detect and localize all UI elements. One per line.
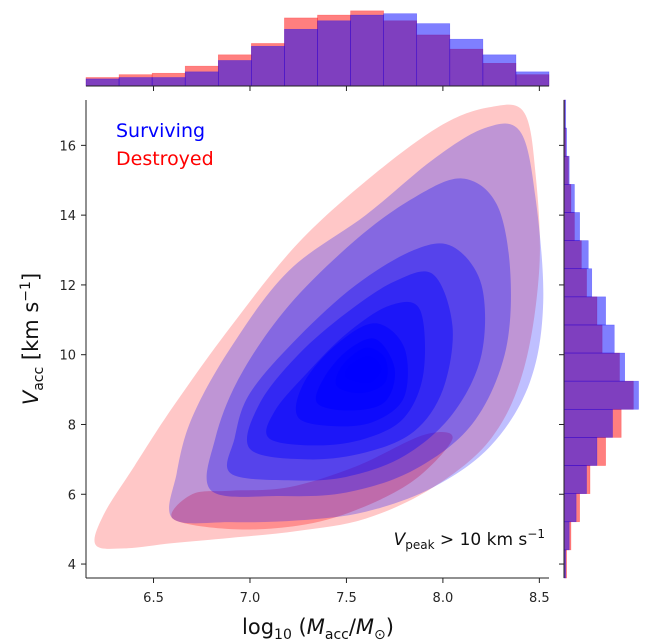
surviving-top-hist-bar [416, 23, 451, 87]
surviving-top-hist-bar [85, 78, 120, 87]
surviving-right-hist-bar [563, 184, 575, 213]
surviving-right-hist-bar [563, 352, 625, 382]
y-tick-label: 14 [59, 209, 76, 224]
surviving-kde-level-1 [169, 123, 544, 524]
plot-background [86, 100, 549, 578]
y-tick-label: 4 [68, 558, 76, 573]
surviving-top-hist-bar [251, 45, 285, 87]
x-tick-label: 6.5 [143, 591, 164, 606]
legend-surviving: Surviving [116, 120, 205, 142]
legend-destroyed: Destroyed [116, 148, 214, 170]
surviving-top-hist-bar [118, 77, 153, 87]
surviving-right-hist-bar [563, 324, 615, 354]
surviving-right-hist-bar [563, 240, 589, 270]
surviving-kde-level-9 [345, 356, 382, 383]
y-tick-label: 8 [68, 418, 76, 433]
x-axis-label: log10 (Macc/M⊙) [242, 615, 394, 643]
x-tick-label: 7.5 [336, 591, 357, 606]
y-tick-label: 10 [59, 349, 76, 364]
y-tick-label: 6 [68, 488, 76, 503]
y-tick-label: 16 [59, 139, 76, 154]
surviving-top-hist-bar [350, 14, 384, 87]
surviving-right-hist-bar [563, 493, 577, 523]
surviving-top-hist-bar [482, 54, 517, 87]
peak-velocity-annotation: Vpeak > 10 km s−1 [394, 527, 545, 552]
surviving-right-hist-bar [563, 437, 598, 466]
surviving-top-hist-bar [515, 71, 550, 87]
right-marginal-histogram [559, 99, 639, 579]
surviving-right-hist-bar [563, 408, 613, 438]
surviving-top-hist-bar [317, 20, 351, 87]
y-tick-label: 12 [59, 279, 76, 294]
surviving-top-hist-bar [284, 28, 318, 87]
kde-contours [94, 104, 544, 549]
surviving-right-hist-bar [563, 212, 580, 241]
destroyed-kde-level-2 [171, 431, 453, 530]
surviving-right-hist-bar [563, 465, 587, 494]
y-axis-ticks: 4 6 8 10 12 14 16 [59, 139, 86, 573]
x-tick-label: 7.0 [240, 591, 261, 606]
surviving-top-hist-bar [184, 71, 219, 87]
surviving-top-hist-bar [383, 13, 418, 87]
surviving-right-hist-bar [563, 155, 570, 185]
surviving-right-hist-bar [563, 296, 606, 326]
surviving-top-hist-bar [449, 38, 484, 87]
x-axis-ticks: 6.5 7.0 7.5 8.0 8.5 [143, 578, 550, 606]
destroyed-kde-level-1 [94, 104, 540, 549]
y-axis-label: Vacc [km s−1] [18, 273, 47, 405]
surviving-top-hist-bar [151, 77, 186, 87]
surviving-right-hist-bar [563, 380, 639, 410]
x-tick-label: 8.0 [433, 591, 454, 606]
top-marginal-histogram [85, 10, 550, 91]
surviving-right-hist-bar [563, 521, 570, 551]
surviving-right-hist-bar [563, 268, 593, 298]
x-tick-label: 8.5 [529, 591, 550, 606]
surviving-top-hist-bar [217, 60, 252, 87]
